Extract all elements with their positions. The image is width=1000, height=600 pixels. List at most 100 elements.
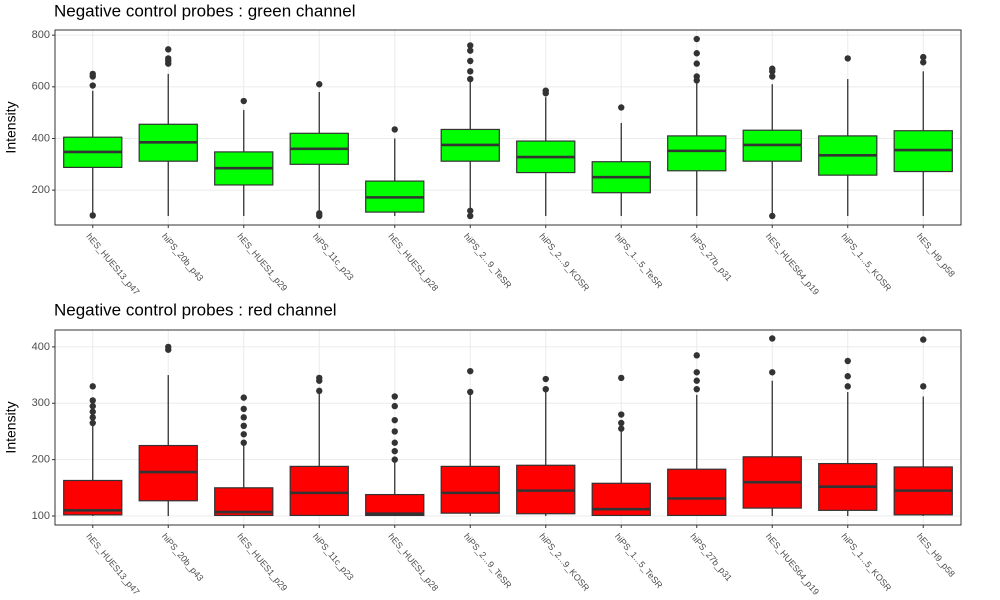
x-tick-label: hES_H9_p58 <box>915 531 957 578</box>
outlier <box>89 408 96 415</box>
box <box>667 468 727 517</box>
x-tick-label: hES_H9_p58 <box>915 231 957 278</box>
outlier <box>542 385 549 393</box>
outlier <box>467 367 474 375</box>
outlier <box>391 402 398 410</box>
outlier <box>240 405 247 413</box>
box <box>289 465 349 517</box>
y-tick-label: 100 <box>32 510 50 522</box>
x-tick-label: hES_HUES1_p29 <box>235 531 289 593</box>
outlier <box>316 210 323 217</box>
box <box>365 493 425 517</box>
outlier <box>467 75 474 83</box>
outlier <box>618 374 625 382</box>
y-tick-label: 600 <box>32 81 50 93</box>
outlier <box>467 207 474 214</box>
outlier <box>240 439 247 446</box>
x-tick-label: hiPS_2...9_KOSR <box>537 531 591 593</box>
y-tick-label: 200 <box>32 184 50 196</box>
x-tick-label: hES_HUES1_p29 <box>235 231 289 293</box>
outlier <box>89 414 96 421</box>
outlier <box>618 104 625 111</box>
outlier <box>89 402 96 410</box>
outlier <box>467 68 474 75</box>
outlier <box>391 393 398 400</box>
x-tick-label: hiPS_27b_p31 <box>688 531 734 583</box>
x-tick-label: hES_HUES13_p47 <box>84 231 141 296</box>
x-tick-label: hiPS_1...5_KOSR <box>839 231 893 293</box>
outlier <box>920 336 927 343</box>
outlier <box>240 394 247 401</box>
box <box>591 482 651 517</box>
x-tick-label: hiPS_2...9_TeSR <box>462 531 514 590</box>
outlier <box>89 82 96 89</box>
outlier <box>391 439 398 446</box>
outlier <box>89 383 96 390</box>
x-tick-label: hiPS_20b_p43 <box>160 231 206 283</box>
y-tick-label: 400 <box>32 132 50 144</box>
outlier <box>89 70 96 78</box>
outlier <box>844 357 851 365</box>
outlier <box>89 419 96 427</box>
plot-border <box>54 29 962 226</box>
outlier <box>467 42 474 49</box>
outlier <box>920 383 927 390</box>
outlier <box>316 374 323 382</box>
outlier <box>165 55 172 62</box>
outlier <box>165 343 172 351</box>
outlier <box>391 416 398 424</box>
outlier <box>769 65 776 72</box>
outlier <box>316 387 323 395</box>
outlier <box>89 397 96 404</box>
x-tick-label: hiPS_11c_p23 <box>311 231 356 282</box>
chart-title: Negative control probes : green channel <box>54 1 355 20</box>
outlier <box>618 419 625 427</box>
y-axis-label: Intensity <box>3 101 19 153</box>
plot-background <box>55 330 961 525</box>
outlier <box>391 428 398 435</box>
outlier <box>769 335 776 342</box>
outlier <box>693 377 700 384</box>
plot-border <box>54 329 962 526</box>
outlier <box>240 422 247 430</box>
x-tick-label: hiPS_1...5_TeSR <box>613 531 665 590</box>
x-tick-label: hES_HUES64_p19 <box>764 231 821 296</box>
y-tick-label: 300 <box>32 397 50 409</box>
outlier <box>693 60 700 67</box>
outlier <box>920 53 927 61</box>
x-tick-label: hES_HUES1_p28 <box>386 231 440 293</box>
x-tick-label: hES_HUES13_p47 <box>84 531 141 596</box>
x-tick-label: hES_HUES1_p28 <box>386 531 440 593</box>
outlier <box>769 212 776 220</box>
outlier <box>240 431 247 438</box>
x-tick-label: hiPS_11c_p23 <box>311 531 356 582</box>
outlier <box>693 35 700 43</box>
y-axis-label: Intensity <box>3 401 19 453</box>
outlier <box>844 383 851 390</box>
y-tick-label: 800 <box>32 29 50 41</box>
chart-title: Negative control probes : red channel <box>54 300 337 319</box>
outlier <box>467 212 474 220</box>
outlier <box>467 388 474 396</box>
outlier <box>769 73 776 80</box>
outlier <box>391 447 398 455</box>
outlier <box>769 369 776 376</box>
outlier <box>89 212 96 219</box>
outlier <box>240 414 247 421</box>
x-tick-label: hES_HUES64_p19 <box>764 531 821 596</box>
outlier <box>240 97 247 105</box>
x-tick-label: hiPS_2...9_TeSR <box>462 231 514 290</box>
outlier <box>693 352 700 359</box>
outlier <box>165 46 172 53</box>
x-tick-label: hiPS_2...9_KOSR <box>537 231 591 293</box>
outlier <box>844 373 851 380</box>
box <box>667 135 727 172</box>
outlier <box>316 81 323 88</box>
box <box>440 465 500 514</box>
outlier <box>844 55 851 62</box>
x-tick-label: hiPS_27b_p31 <box>688 231 734 283</box>
outlier <box>391 126 398 133</box>
outlier <box>693 73 700 80</box>
outlier <box>542 87 549 94</box>
